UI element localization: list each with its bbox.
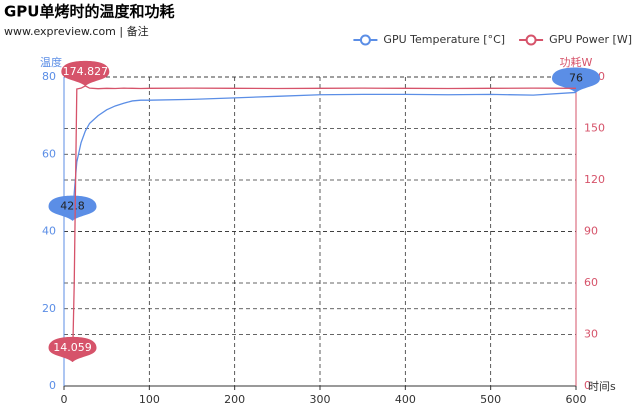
x-tick-label: 200 [224, 393, 245, 406]
x-axis-label: 时间s [588, 380, 616, 393]
mark-label: 42.8 [60, 200, 85, 213]
y2-tick-label: 0 [584, 379, 591, 392]
y2-tick-label: 90 [584, 225, 598, 238]
series-line [71, 85, 577, 362]
y2-axis-label: 功耗W [560, 56, 593, 69]
x-tick-label: 500 [480, 393, 501, 406]
mark-pin [48, 195, 97, 221]
x-tick-label: 0 [61, 393, 68, 406]
x-tick-label: 600 [566, 393, 587, 406]
mark-label: 76 [569, 71, 583, 84]
y-axis-label: 温度 [40, 55, 62, 69]
x-tick-label: 300 [310, 393, 331, 406]
x-tick-label: 400 [395, 393, 416, 406]
mark-pin [48, 336, 97, 362]
y-tick-label: 80 [42, 70, 56, 83]
chart-subtitle: www.expreview.com | 备注 [4, 24, 149, 38]
legend-marker [525, 34, 537, 46]
legend-label: GPU Temperature [°C] [383, 33, 505, 46]
series-line [71, 91, 577, 221]
legend-marker [359, 34, 371, 46]
y-tick-label: 40 [42, 225, 56, 238]
y2-tick-label: 30 [584, 328, 598, 341]
mark-pin [552, 67, 600, 93]
y2-tick-label: 150 [584, 122, 605, 135]
x-tick-label: 100 [139, 393, 160, 406]
y-tick-label: 20 [42, 302, 56, 315]
y-tick-label: 0 [49, 379, 56, 392]
y2-tick-label: 60 [584, 276, 598, 289]
legend-label: GPU Power [W] [549, 33, 632, 46]
mark-pin [61, 60, 110, 86]
y2-tick-label: 120 [584, 173, 605, 186]
mark-label: 14.059 [53, 341, 92, 354]
chart-title: GPU单烤时的温度和功耗 [4, 3, 175, 21]
mark-label: 174.827 [63, 65, 109, 78]
y-tick-label: 60 [42, 147, 56, 160]
